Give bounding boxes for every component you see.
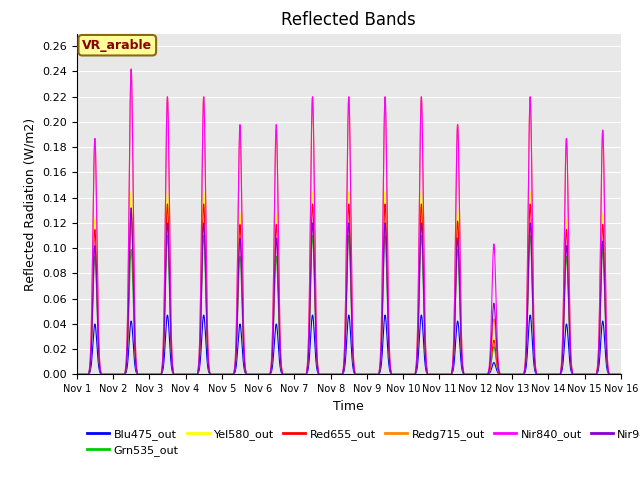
Line: Redg715_out: Redg715_out	[77, 69, 621, 374]
Grn535_out	[471, 372, 479, 377]
Yel580_out	[502, 372, 509, 377]
Grn535_out	[441, 372, 449, 377]
Blu475_out	[164, 312, 172, 318]
Nir945_out	[73, 372, 81, 377]
Redg715_out	[617, 372, 625, 377]
Nir945_out	[616, 372, 624, 377]
Blu475_out	[329, 372, 337, 377]
Nir840_out	[171, 372, 179, 377]
Redg715_out	[329, 372, 337, 377]
Nir840_out	[441, 372, 449, 377]
Title: Reflected Bands: Reflected Bands	[282, 11, 416, 29]
Yel580_out	[171, 372, 179, 377]
Nir840_out	[502, 372, 509, 377]
Yel580_out	[616, 372, 624, 377]
Line: Nir840_out: Nir840_out	[77, 69, 621, 374]
Redg715_out	[502, 372, 509, 377]
Redg715_out	[171, 372, 179, 377]
Yel580_out	[329, 372, 337, 377]
X-axis label: Time: Time	[333, 400, 364, 413]
Nir945_out	[471, 372, 479, 377]
Red655_out	[502, 372, 509, 377]
Nir840_out	[471, 372, 479, 377]
Red655_out	[329, 372, 337, 377]
Red655_out	[616, 372, 624, 377]
Line: Grn535_out: Grn535_out	[77, 236, 621, 374]
Blu475_out	[73, 372, 81, 377]
Grn535_out	[329, 372, 337, 377]
Red655_out	[617, 372, 625, 377]
Grn535_out	[164, 233, 172, 239]
Nir945_out	[329, 372, 337, 377]
Redg715_out	[471, 372, 479, 377]
Blu475_out	[441, 372, 449, 377]
Grn535_out	[617, 372, 625, 377]
Redg715_out	[616, 372, 624, 377]
Yel580_out	[471, 372, 479, 377]
Legend: Blu475_out, Grn535_out, Yel580_out, Red655_out, Redg715_out, Nir840_out, Nir945_: Blu475_out, Grn535_out, Yel580_out, Red6…	[83, 424, 640, 460]
Grn535_out	[616, 372, 624, 377]
Red655_out	[164, 201, 172, 207]
Red655_out	[73, 372, 81, 377]
Text: VR_arable: VR_arable	[82, 39, 152, 52]
Blu475_out	[471, 372, 479, 377]
Red655_out	[471, 372, 479, 377]
Red655_out	[171, 372, 179, 377]
Yel580_out	[441, 372, 449, 377]
Nir840_out	[73, 372, 81, 377]
Redg715_out	[441, 372, 449, 377]
Y-axis label: Reflected Radiation (W/m2): Reflected Radiation (W/m2)	[24, 118, 36, 290]
Yel580_out	[127, 189, 135, 194]
Blu475_out	[616, 372, 624, 377]
Grn535_out	[171, 372, 179, 377]
Nir945_out	[617, 372, 625, 377]
Redg715_out	[127, 66, 135, 72]
Nir945_out	[171, 372, 179, 377]
Line: Red655_out: Red655_out	[77, 204, 621, 374]
Nir840_out	[617, 372, 625, 377]
Red655_out	[441, 372, 449, 377]
Line: Blu475_out: Blu475_out	[77, 315, 621, 374]
Grn535_out	[73, 372, 81, 377]
Nir840_out	[127, 66, 135, 72]
Nir945_out	[127, 205, 135, 211]
Nir945_out	[441, 372, 449, 377]
Line: Nir945_out: Nir945_out	[77, 208, 621, 374]
Blu475_out	[502, 372, 509, 377]
Blu475_out	[171, 372, 179, 377]
Redg715_out	[73, 372, 81, 377]
Line: Yel580_out: Yel580_out	[77, 192, 621, 374]
Nir945_out	[502, 372, 509, 377]
Blu475_out	[617, 372, 625, 377]
Nir840_out	[329, 372, 337, 377]
Nir840_out	[616, 372, 624, 377]
Yel580_out	[73, 372, 81, 377]
Yel580_out	[617, 372, 625, 377]
Grn535_out	[502, 372, 509, 377]
